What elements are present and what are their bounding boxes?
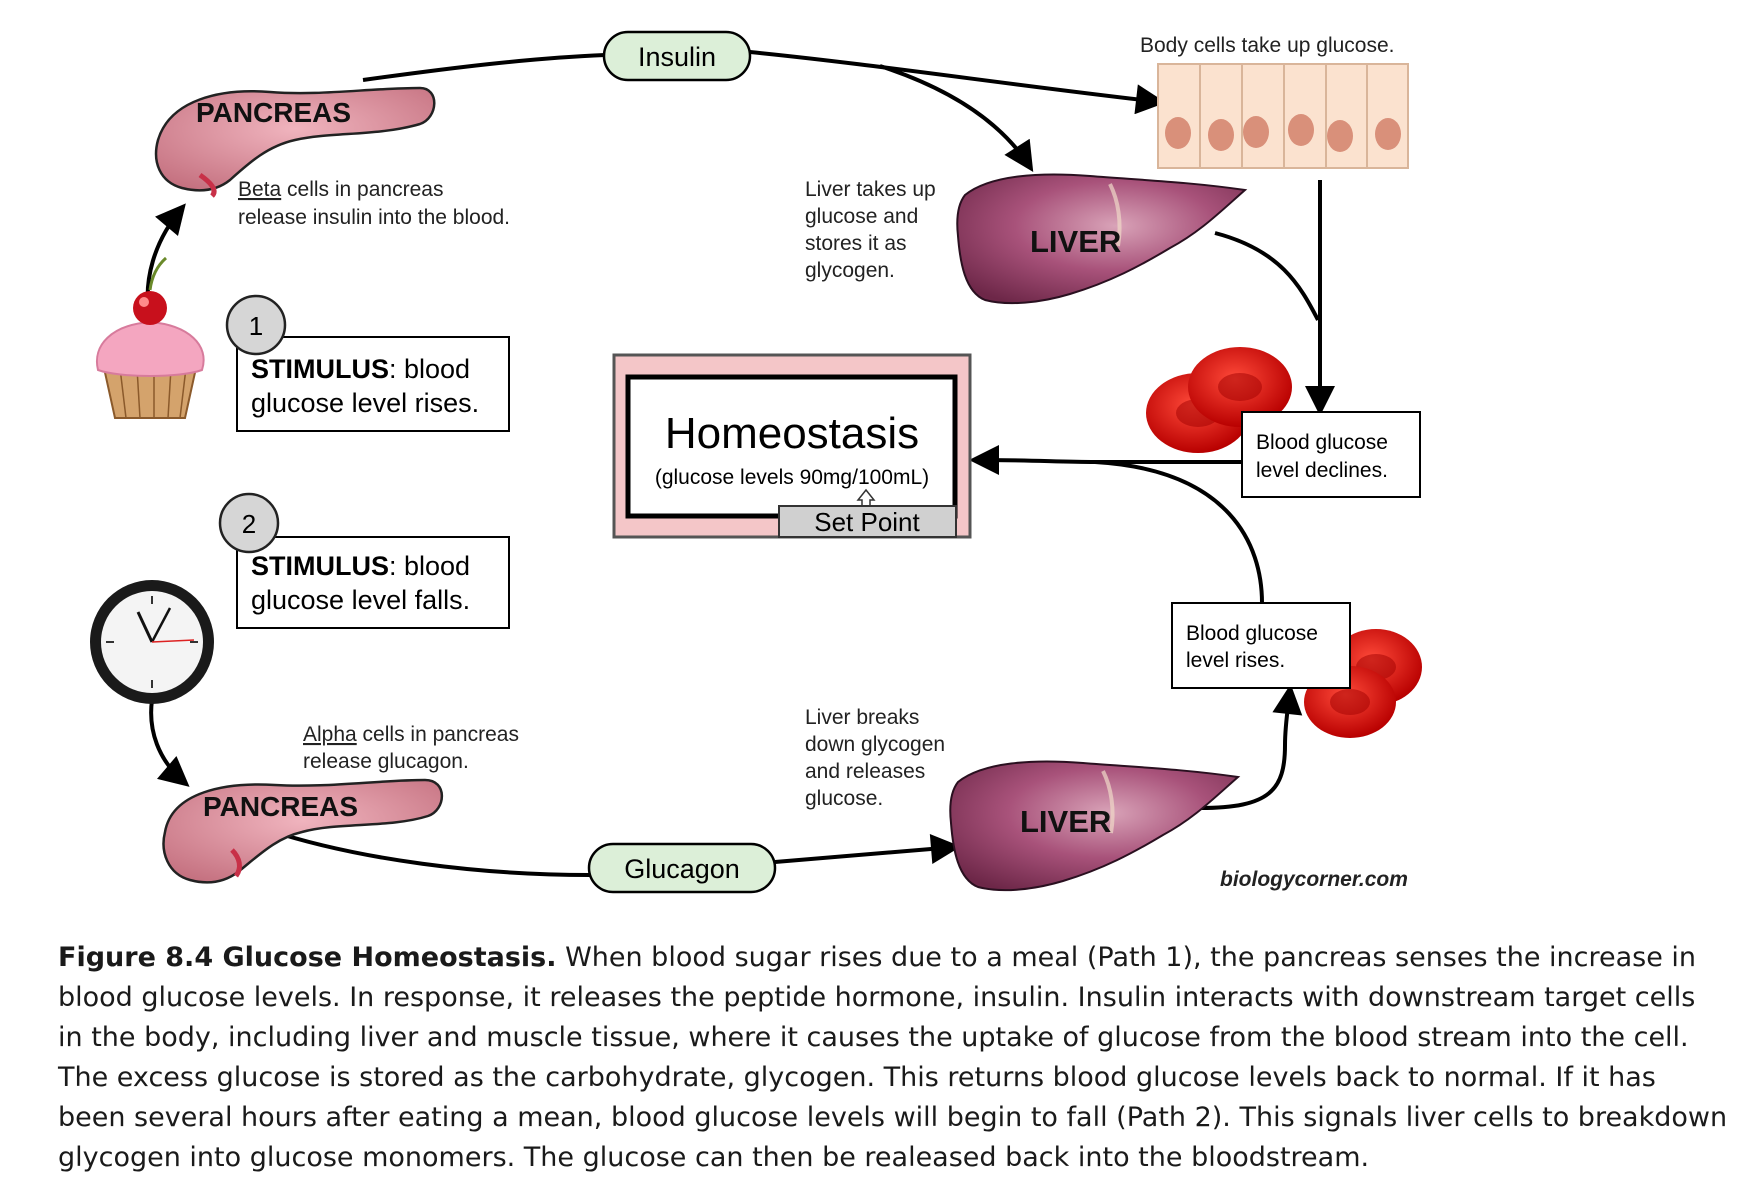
blood-glucose-rises-box: Blood glucose level rises. (1171, 602, 1351, 689)
arrow-rises-to-homeostasis (1094, 460, 1264, 604)
svg-text:stores it as: stores it as (805, 232, 907, 255)
svg-text:Alpha cells in pancreas: Alpha cells in pancreas (303, 723, 519, 746)
nucleus-6 (1375, 118, 1401, 150)
svg-text:Beta cells in pancreas: Beta cells in pancreas (238, 178, 443, 201)
liver-top-label: LIVER (1030, 224, 1121, 259)
liver-bottom-label: LIVER (1020, 804, 1111, 839)
liver-breaks-down-note: Liver breaks down glycogen and releases … (805, 706, 945, 810)
nucleus-5 (1327, 120, 1353, 152)
pancreas-top-label: PANCREAS (196, 97, 351, 128)
arrow-insulin-to-body-cells (749, 50, 1166, 115)
homeostasis-subtitle: (glucose levels 90mg/100mL) (655, 466, 929, 489)
arrow-declines-to-homeostasis (969, 445, 1250, 476)
svg-text:Liver takes up: Liver takes up (805, 178, 936, 201)
body-cells-illustration: Body cells take up glucose. (1140, 34, 1409, 169)
beta-cells-note: Beta cells in pancreas release insulin i… (238, 178, 510, 229)
set-point-label: Set Point (814, 507, 920, 537)
homeostasis-box: Homeostasis (glucose levels 90mg/100mL) … (612, 353, 972, 539)
svg-text:Blood glucose: Blood glucose (1256, 431, 1388, 454)
arrow-insulin-to-liver (879, 64, 1034, 173)
glucagon-pill: Glucagon (587, 842, 777, 894)
stimulus-2-line1: STIMULUS: blood (251, 551, 470, 581)
credit-text: biologycorner.com (1220, 868, 1408, 891)
arrow-glucagon-to-liver (774, 834, 961, 864)
nucleus-1 (1165, 117, 1191, 149)
stimulus-1-number: 1 (249, 311, 263, 341)
arrow-liver-to-declines (1214, 231, 1320, 321)
figure-caption: Figure 8.4 Glucose Homeostasis. When blo… (58, 938, 1728, 1178)
svg-text:level declines.: level declines. (1256, 459, 1388, 482)
pancreas-bottom-label: PANCREAS (203, 791, 358, 822)
nucleus-2 (1208, 119, 1234, 151)
svg-text:Blood glucose: Blood glucose (1186, 622, 1318, 645)
svg-text:glycogen.: glycogen. (805, 259, 895, 282)
cupcake-icon (95, 256, 205, 419)
stimulus-1-line1: STIMULUS: blood (251, 354, 470, 384)
nucleus-4 (1288, 114, 1314, 146)
homeostasis-title: Homeostasis (665, 409, 919, 458)
liver-takes-up-note: Liver takes up glucose and stores it as … (805, 178, 936, 282)
caption-label: Figure 8.4 Glucose Homeostasis. (58, 942, 557, 973)
blood-cells-top (1146, 347, 1292, 453)
liver-bottom-illustration: LIVER (949, 760, 1241, 892)
stimulus-2: 2 STIMULUS: blood glucose level falls. (218, 492, 510, 629)
alpha-cells-note: Alpha cells in pancreas release glucagon… (303, 723, 519, 773)
clock-icon (90, 580, 214, 704)
stimulus-2-line2: glucose level falls. (251, 585, 470, 615)
arrow-liver-to-rises (1199, 684, 1303, 810)
svg-text:and releases: and releases (805, 760, 925, 783)
insulin-label: Insulin (638, 42, 716, 72)
stimulus-2-number: 2 (242, 509, 256, 539)
stimulus-1: 1 STIMULUS: blood glucose level rises. (225, 294, 510, 432)
nucleus-3 (1243, 116, 1269, 148)
arrow-pancreas-to-glucagon (267, 828, 591, 877)
stimulus-1-line2: glucose level rises. (251, 388, 479, 418)
blood-glucose-declines-box: Blood glucose level declines. (1241, 411, 1421, 498)
glucagon-label: Glucagon (624, 854, 740, 884)
body-cells-note: Body cells take up glucose. (1140, 34, 1394, 57)
arrow-clock-to-pancreas (149, 699, 190, 787)
pancreas-top-illustration: PANCREAS (154, 86, 436, 198)
pathway-arrows (145, 50, 1335, 877)
svg-text:release glucagon.: release glucagon. (303, 750, 469, 773)
liver-top-illustration: LIVER (956, 173, 1248, 305)
svg-text:level rises.: level rises. (1186, 649, 1285, 672)
svg-text:glucose and: glucose and (805, 205, 918, 228)
caption-text: When blood sugar rises due to a meal (Pa… (58, 942, 1728, 1173)
svg-text:down glycogen: down glycogen (805, 733, 945, 756)
arrow-pancreas-to-insulin (362, 53, 606, 82)
svg-text:release insulin into the blood: release insulin into the blood. (238, 206, 510, 229)
svg-text:Liver breaks: Liver breaks (805, 706, 919, 729)
svg-text:glucose.: glucose. (805, 787, 883, 810)
insulin-pill: Insulin (602, 30, 752, 82)
pancreas-bottom-illustration: PANCREAS (162, 778, 443, 884)
